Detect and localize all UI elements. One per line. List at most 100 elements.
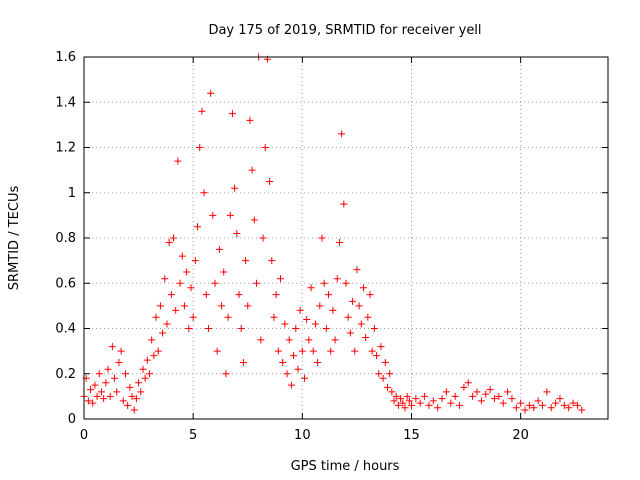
data-point xyxy=(148,336,156,344)
data-point xyxy=(473,388,481,396)
data-point xyxy=(560,401,568,409)
data-point xyxy=(401,404,409,412)
data-point xyxy=(228,110,236,118)
x-tick-label: 5 xyxy=(189,428,197,443)
data-point xyxy=(279,358,287,366)
data-point xyxy=(159,329,167,337)
data-point xyxy=(499,399,507,407)
data-point xyxy=(543,388,551,396)
data-point xyxy=(215,245,223,253)
data-point xyxy=(187,284,195,292)
y-tick-label: 1.2 xyxy=(55,141,76,156)
data-point xyxy=(451,392,459,400)
data-point xyxy=(342,279,350,287)
data-point xyxy=(146,370,153,378)
y-tick-label: 1.4 xyxy=(55,95,76,110)
data-point xyxy=(211,279,219,287)
data-point xyxy=(486,386,494,394)
data-point xyxy=(390,397,398,405)
data-point xyxy=(416,399,424,407)
data-point xyxy=(143,356,151,364)
data-point xyxy=(456,401,464,409)
x-tick-label: 10 xyxy=(294,428,311,443)
data-point xyxy=(329,306,337,314)
data-point xyxy=(185,325,193,332)
data-point xyxy=(377,343,385,351)
data-point xyxy=(383,383,391,391)
y-tick-label: 0.2 xyxy=(55,367,76,382)
data-point xyxy=(121,370,129,378)
data-point xyxy=(569,399,577,407)
data-point xyxy=(84,397,92,405)
data-point xyxy=(351,347,359,355)
data-point xyxy=(170,234,178,242)
data-point xyxy=(113,388,121,396)
data-point xyxy=(244,302,252,310)
data-point xyxy=(106,392,114,400)
data-point xyxy=(191,257,199,265)
data-point xyxy=(207,89,215,97)
data-point xyxy=(397,395,405,403)
data-point xyxy=(477,397,485,405)
data-point xyxy=(130,406,138,414)
data-point xyxy=(124,401,132,409)
data-point xyxy=(261,144,269,151)
data-point xyxy=(338,130,346,138)
data-point xyxy=(285,336,293,344)
data-point xyxy=(335,239,343,247)
data-point xyxy=(495,392,503,400)
data-point xyxy=(220,268,228,276)
data-point xyxy=(274,347,282,355)
x-tick-label: 0 xyxy=(80,428,88,443)
data-point xyxy=(521,406,529,414)
data-point xyxy=(460,383,468,391)
data-point xyxy=(490,395,498,403)
grid xyxy=(84,57,608,419)
data-point xyxy=(189,313,197,321)
data-point xyxy=(91,381,99,389)
data-point xyxy=(573,401,581,409)
data-point xyxy=(287,381,295,389)
data-point xyxy=(174,157,182,165)
data-point xyxy=(298,347,306,355)
data-point xyxy=(303,315,311,323)
data-point xyxy=(237,325,245,332)
data-point xyxy=(539,401,546,409)
data-point xyxy=(196,144,204,151)
data-point xyxy=(368,347,376,355)
data-point xyxy=(95,370,103,378)
data-point xyxy=(370,325,378,332)
data-point xyxy=(246,116,254,124)
data-point xyxy=(469,392,477,400)
data-point xyxy=(381,358,389,366)
data-point xyxy=(438,395,446,403)
data-point xyxy=(364,313,372,321)
data-point xyxy=(447,399,455,407)
data-point xyxy=(259,234,267,242)
data-point xyxy=(421,392,429,400)
data-point xyxy=(104,365,112,373)
data-point xyxy=(305,336,313,344)
data-point xyxy=(290,352,298,360)
data-point xyxy=(340,200,348,208)
data-point xyxy=(277,275,284,283)
data-point xyxy=(388,388,396,396)
data-point xyxy=(316,302,324,310)
data-point xyxy=(100,395,108,403)
data-point xyxy=(235,291,243,299)
data-point xyxy=(301,374,309,382)
data-point xyxy=(394,401,402,409)
data-point xyxy=(266,177,274,185)
data-point xyxy=(119,397,127,405)
data-point xyxy=(362,334,370,342)
data-point xyxy=(547,404,555,412)
data-point xyxy=(333,275,341,283)
data-point xyxy=(379,374,387,382)
data-point xyxy=(111,374,119,382)
data-point xyxy=(226,211,234,219)
data-point xyxy=(525,401,533,409)
data-point xyxy=(248,166,256,174)
data-point xyxy=(97,388,105,396)
data-point xyxy=(309,347,317,355)
data-point xyxy=(163,320,171,328)
